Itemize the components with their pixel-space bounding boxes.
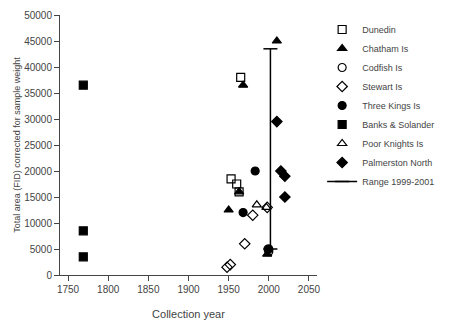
svg-text:Codfish Is: Codfish Is [362, 63, 403, 73]
svg-text:1800: 1800 [97, 284, 120, 295]
svg-text:Stewart Is: Stewart Is [362, 82, 403, 92]
svg-text:30000: 30000 [24, 114, 52, 125]
svg-text:Range 1999-2001: Range 1999-2001 [362, 177, 434, 187]
svg-text:1850: 1850 [137, 284, 160, 295]
svg-text:Chatham Is: Chatham Is [362, 44, 409, 54]
svg-text:35000: 35000 [24, 88, 52, 99]
svg-text:5000: 5000 [30, 244, 53, 255]
svg-text:50000: 50000 [24, 10, 52, 21]
svg-text:45000: 45000 [24, 36, 52, 47]
svg-text:40000: 40000 [24, 62, 52, 73]
svg-text:10000: 10000 [24, 218, 52, 229]
svg-text:Three Kings Is: Three Kings Is [362, 101, 421, 111]
svg-text:1750: 1750 [57, 284, 80, 295]
svg-text:1950: 1950 [218, 284, 241, 295]
svg-text:Palmerston North: Palmerston North [362, 158, 432, 168]
svg-text:2050: 2050 [298, 284, 321, 295]
svg-text:15000: 15000 [24, 192, 52, 203]
svg-text:Total area (FID) corrected for: Total area (FID) corrected for sample we… [12, 57, 22, 233]
svg-text:0: 0 [46, 270, 52, 281]
svg-text:Banks & Solander: Banks & Solander [362, 120, 434, 130]
svg-text:Collection year: Collection year [152, 308, 225, 320]
svg-text:Dunedin: Dunedin [362, 25, 396, 35]
svg-text:1900: 1900 [177, 284, 200, 295]
svg-text:20000: 20000 [24, 166, 52, 177]
svg-text:2000: 2000 [258, 284, 281, 295]
svg-text:25000: 25000 [24, 140, 52, 151]
svg-text:Poor Knights Is: Poor Knights Is [362, 139, 424, 149]
